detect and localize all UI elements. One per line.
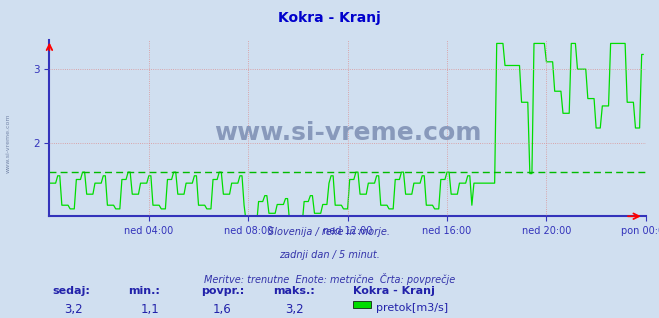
Text: 3,2: 3,2 <box>285 303 304 316</box>
Text: min.:: min.: <box>129 286 160 296</box>
Text: 1,1: 1,1 <box>140 303 159 316</box>
Text: sedaj:: sedaj: <box>53 286 90 296</box>
Text: www.si-vreme.com: www.si-vreme.com <box>5 113 11 173</box>
Text: Kokra - Kranj: Kokra - Kranj <box>278 11 381 25</box>
Text: Slovenija / reke in morje.: Slovenija / reke in morje. <box>268 227 391 237</box>
Text: 1,6: 1,6 <box>213 303 231 316</box>
Text: maks.:: maks.: <box>273 286 315 296</box>
Text: povpr.:: povpr.: <box>201 286 244 296</box>
Text: 3,2: 3,2 <box>65 303 83 316</box>
Text: www.si-vreme.com: www.si-vreme.com <box>214 121 481 145</box>
Text: pretok[m3/s]: pretok[m3/s] <box>376 303 447 313</box>
Text: Kokra - Kranj: Kokra - Kranj <box>353 286 434 296</box>
Text: Meritve: trenutne  Enote: metrične  Črta: povprečje: Meritve: trenutne Enote: metrične Črta: … <box>204 273 455 285</box>
Text: zadnji dan / 5 minut.: zadnji dan / 5 minut. <box>279 250 380 260</box>
